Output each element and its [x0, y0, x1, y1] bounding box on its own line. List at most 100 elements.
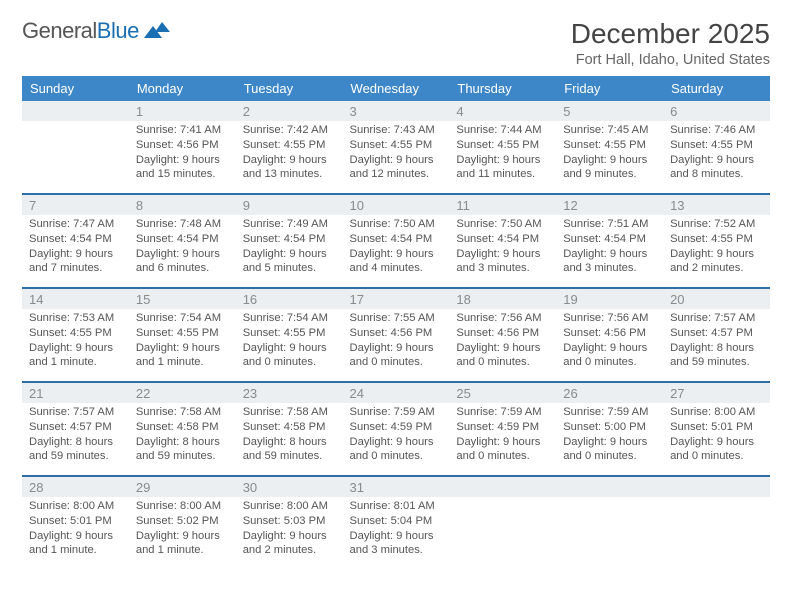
sunrise-text: Sunrise: 7:54 AM: [136, 311, 229, 326]
day-info: Sunrise: 7:59 AMSunset: 5:00 PMDaylight:…: [556, 403, 663, 468]
calendar-day-cell: [449, 476, 556, 569]
daylight-text: Daylight: 9 hours and 0 minutes.: [350, 341, 443, 371]
day-info: Sunrise: 7:44 AMSunset: 4:55 PMDaylight:…: [449, 121, 556, 186]
day-number: 10: [343, 195, 450, 215]
day-number: 2: [236, 101, 343, 121]
calendar-day-cell: [22, 101, 129, 194]
sunset-text: Sunset: 4:54 PM: [243, 232, 336, 247]
day-info: Sunrise: 7:50 AMSunset: 4:54 PMDaylight:…: [343, 215, 450, 280]
sunset-text: Sunset: 4:55 PM: [243, 326, 336, 341]
daylight-text: Daylight: 9 hours and 1 minute.: [136, 529, 229, 559]
day-number: 19: [556, 289, 663, 309]
day-number: 7: [22, 195, 129, 215]
calendar-day-cell: 26Sunrise: 7:59 AMSunset: 5:00 PMDayligh…: [556, 382, 663, 476]
daylight-text: Daylight: 9 hours and 3 minutes.: [456, 247, 549, 277]
sunrise-text: Sunrise: 7:55 AM: [350, 311, 443, 326]
day-number: [663, 477, 770, 497]
day-number: 9: [236, 195, 343, 215]
daylight-text: Daylight: 9 hours and 4 minutes.: [350, 247, 443, 277]
sunrise-text: Sunrise: 7:42 AM: [243, 123, 336, 138]
brand-mark-icon: [144, 18, 172, 40]
day-info: Sunrise: 8:00 AMSunset: 5:03 PMDaylight:…: [236, 497, 343, 562]
daylight-text: Daylight: 9 hours and 0 minutes.: [670, 435, 763, 465]
sunset-text: Sunset: 4:57 PM: [29, 420, 122, 435]
daylight-text: Daylight: 8 hours and 59 minutes.: [136, 435, 229, 465]
day-info: Sunrise: 7:48 AMSunset: 4:54 PMDaylight:…: [129, 215, 236, 280]
page-title: December 2025: [571, 18, 770, 50]
sunrise-text: Sunrise: 7:53 AM: [29, 311, 122, 326]
weekday-header: Saturday: [663, 76, 770, 101]
calendar-day-cell: 19Sunrise: 7:56 AMSunset: 4:56 PMDayligh…: [556, 288, 663, 382]
day-info: Sunrise: 7:46 AMSunset: 4:55 PMDaylight:…: [663, 121, 770, 186]
calendar-day-cell: 12 Sunrise: 7:51 AMSunset: 4:54 PMDayligh…: [556, 194, 663, 288]
sunset-text: Sunset: 5:00 PM: [563, 420, 656, 435]
sunset-text: Sunset: 4:57 PM: [670, 326, 763, 341]
daylight-text: Daylight: 9 hours and 12 minutes.: [350, 153, 443, 183]
weekday-header: Tuesday: [236, 76, 343, 101]
calendar-week-row: 14Sunrise: 7:53 AMSunset: 4:55 PMDayligh…: [22, 288, 770, 382]
sunrise-text: Sunrise: 7:45 AM: [563, 123, 656, 138]
day-number: 17: [343, 289, 450, 309]
day-info: Sunrise: 7:47 AMSunset: 4:54 PMDaylight:…: [22, 215, 129, 280]
day-number: 1: [129, 101, 236, 121]
day-number: 21: [22, 383, 129, 403]
sunset-text: Sunset: 5:01 PM: [670, 420, 763, 435]
sunset-text: Sunset: 4:54 PM: [563, 232, 656, 247]
calendar-day-cell: 14Sunrise: 7:53 AMSunset: 4:55 PMDayligh…: [22, 288, 129, 382]
sunrise-text: Sunrise: 7:41 AM: [136, 123, 229, 138]
sunset-text: Sunset: 4:54 PM: [136, 232, 229, 247]
day-number: [22, 101, 129, 121]
sunrise-text: Sunrise: 7:56 AM: [456, 311, 549, 326]
day-number: 25: [449, 383, 556, 403]
calendar-header-row: Sunday Monday Tuesday Wednesday Thursday…: [22, 76, 770, 101]
daylight-text: Daylight: 9 hours and 7 minutes.: [29, 247, 122, 277]
day-number: 11: [449, 195, 556, 215]
daylight-text: Daylight: 9 hours and 3 minutes.: [563, 247, 656, 277]
sunset-text: Sunset: 4:55 PM: [29, 326, 122, 341]
day-number: 6: [663, 101, 770, 121]
title-block: December 2025 Fort Hall, Idaho, United S…: [571, 18, 770, 68]
calendar-day-cell: 1Sunrise: 7:41 AMSunset: 4:56 PMDaylight…: [129, 101, 236, 194]
daylight-text: Daylight: 9 hours and 3 minutes.: [350, 529, 443, 559]
day-number: 8: [129, 195, 236, 215]
day-number: 3: [343, 101, 450, 121]
day-info: Sunrise: 7:56 AMSunset: 4:56 PMDaylight:…: [556, 309, 663, 374]
sunrise-text: Sunrise: 7:57 AM: [29, 405, 122, 420]
sunrise-text: Sunrise: 7:59 AM: [350, 405, 443, 420]
sunset-text: Sunset: 4:59 PM: [456, 420, 549, 435]
sunrise-text: Sunrise: 7:43 AM: [350, 123, 443, 138]
calendar-day-cell: 27Sunrise: 8:00 AMSunset: 5:01 PMDayligh…: [663, 382, 770, 476]
calendar-day-cell: 21Sunrise: 7:57 AMSunset: 4:57 PMDayligh…: [22, 382, 129, 476]
sunset-text: Sunset: 5:03 PM: [243, 514, 336, 529]
day-number: 12: [556, 195, 663, 215]
day-info: Sunrise: 7:43 AMSunset: 4:55 PMDaylight:…: [343, 121, 450, 186]
day-info: Sunrise: 7:53 AMSunset: 4:55 PMDaylight:…: [22, 309, 129, 374]
day-info: Sunrise: 7:59 AMSunset: 4:59 PMDaylight:…: [343, 403, 450, 468]
day-info: Sunrise: 7:59 AMSunset: 4:59 PMDaylight:…: [449, 403, 556, 468]
daylight-text: Daylight: 9 hours and 15 minutes.: [136, 153, 229, 183]
calendar-day-cell: 8Sunrise: 7:48 AMSunset: 4:54 PMDaylight…: [129, 194, 236, 288]
day-info: Sunrise: 7:49 AMSunset: 4:54 PMDaylight:…: [236, 215, 343, 280]
sunrise-text: Sunrise: 7:57 AM: [670, 311, 763, 326]
sunset-text: Sunset: 5:04 PM: [350, 514, 443, 529]
calendar-day-cell: 4Sunrise: 7:44 AMSunset: 4:55 PMDaylight…: [449, 101, 556, 194]
day-number: 4: [449, 101, 556, 121]
sunset-text: Sunset: 4:56 PM: [456, 326, 549, 341]
sunset-text: Sunset: 4:56 PM: [350, 326, 443, 341]
calendar-day-cell: 23Sunrise: 7:58 AMSunset: 4:58 PMDayligh…: [236, 382, 343, 476]
calendar-day-cell: 3Sunrise: 7:43 AMSunset: 4:55 PMDaylight…: [343, 101, 450, 194]
day-info: Sunrise: 7:50 AMSunset: 4:54 PMDaylight:…: [449, 215, 556, 280]
day-number: 13: [663, 195, 770, 215]
day-info: Sunrise: 7:58 AMSunset: 4:58 PMDaylight:…: [236, 403, 343, 468]
sunrise-text: Sunrise: 8:00 AM: [136, 499, 229, 514]
calendar-day-cell: [556, 476, 663, 569]
day-info: Sunrise: 7:57 AMSunset: 4:57 PMDaylight:…: [22, 403, 129, 468]
sunset-text: Sunset: 4:55 PM: [136, 326, 229, 341]
sunrise-text: Sunrise: 7:51 AM: [563, 217, 656, 232]
daylight-text: Daylight: 8 hours and 59 minutes.: [243, 435, 336, 465]
daylight-text: Daylight: 9 hours and 1 minute.: [29, 529, 122, 559]
calendar-body: 1Sunrise: 7:41 AMSunset: 4:56 PMDaylight…: [22, 101, 770, 569]
sunset-text: Sunset: 4:58 PM: [136, 420, 229, 435]
daylight-text: Daylight: 9 hours and 6 minutes.: [136, 247, 229, 277]
sunset-text: Sunset: 4:55 PM: [456, 138, 549, 153]
